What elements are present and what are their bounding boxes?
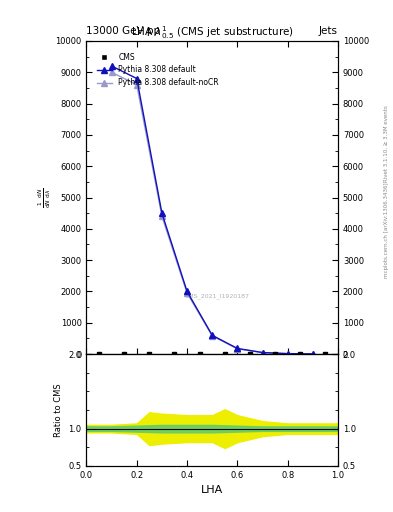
Title: LHA $\lambda^{1}_{0.5}$ (CMS jet substructure): LHA $\lambda^{1}_{0.5}$ (CMS jet substru… [131, 24, 294, 41]
Legend: CMS, Pythia 8.308 default, Pythia 8.308 default-noCR: CMS, Pythia 8.308 default, Pythia 8.308 … [94, 50, 222, 90]
Y-axis label: $\frac{1}{\mathrm{d}N}\,\frac{\mathrm{d}N}{\mathrm{d}\lambda}$: $\frac{1}{\mathrm{d}N}\,\frac{\mathrm{d}… [36, 187, 53, 208]
X-axis label: LHA: LHA [201, 485, 223, 495]
Text: mcplots.cern.ch [arXiv:1306.3436]: mcplots.cern.ch [arXiv:1306.3436] [384, 183, 389, 278]
Text: Rivet 3.1.10, ≥ 3.3M events: Rivet 3.1.10, ≥ 3.3M events [384, 105, 389, 182]
Y-axis label: Ratio to CMS: Ratio to CMS [54, 383, 63, 437]
Text: Jets: Jets [319, 26, 338, 36]
Text: CMS_2021_I1920187: CMS_2021_I1920187 [185, 294, 250, 300]
Text: 13000 GeV pp: 13000 GeV pp [86, 26, 161, 36]
